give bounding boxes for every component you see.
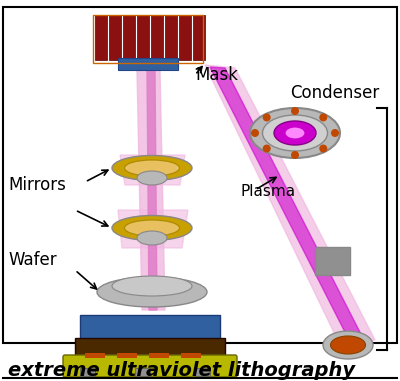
Ellipse shape	[112, 216, 192, 240]
Text: Plasma: Plasma	[240, 184, 295, 200]
Circle shape	[331, 129, 339, 137]
Bar	[151, 15, 163, 60]
Ellipse shape	[97, 277, 207, 307]
Polygon shape	[147, 70, 157, 310]
Bar	[315, 247, 350, 275]
Polygon shape	[120, 155, 185, 185]
Bar	[117, 353, 137, 358]
Text: Mask: Mask	[195, 66, 238, 84]
Bar	[80, 315, 220, 340]
Polygon shape	[118, 210, 188, 248]
Ellipse shape	[274, 121, 316, 145]
Bar	[118, 58, 178, 70]
Ellipse shape	[124, 160, 180, 176]
Bar	[80, 368, 95, 376]
Bar	[93, 15, 203, 63]
Ellipse shape	[250, 108, 340, 158]
Circle shape	[291, 107, 299, 115]
Circle shape	[319, 114, 327, 122]
Bar	[193, 15, 205, 60]
Bar	[123, 15, 135, 60]
Bar	[165, 15, 177, 60]
Bar	[85, 353, 105, 358]
FancyBboxPatch shape	[63, 355, 237, 377]
Ellipse shape	[137, 231, 167, 245]
Bar	[95, 15, 107, 60]
Text: Mirrors: Mirrors	[8, 176, 66, 194]
Text: extreme ultraviolet lithography: extreme ultraviolet lithography	[8, 360, 355, 379]
Ellipse shape	[137, 171, 167, 185]
Polygon shape	[137, 70, 165, 310]
Bar	[181, 353, 201, 358]
Polygon shape	[205, 65, 375, 345]
Bar	[195, 368, 210, 376]
Bar	[3, 7, 397, 343]
Bar	[149, 353, 169, 358]
Circle shape	[263, 144, 271, 152]
Polygon shape	[210, 67, 365, 342]
Bar	[109, 15, 121, 60]
Bar	[179, 15, 191, 60]
Ellipse shape	[323, 331, 373, 359]
Text: Wafer: Wafer	[8, 251, 57, 269]
Circle shape	[291, 151, 299, 159]
Circle shape	[251, 129, 259, 137]
Bar	[135, 368, 150, 376]
Circle shape	[263, 114, 271, 122]
Circle shape	[319, 144, 327, 152]
Bar	[75, 338, 225, 360]
Ellipse shape	[112, 155, 192, 181]
Ellipse shape	[262, 115, 328, 151]
Text: Condenser: Condenser	[290, 84, 379, 102]
Ellipse shape	[112, 276, 192, 296]
Ellipse shape	[285, 127, 305, 139]
Ellipse shape	[330, 336, 366, 354]
Ellipse shape	[124, 220, 180, 236]
Bar	[137, 15, 149, 60]
